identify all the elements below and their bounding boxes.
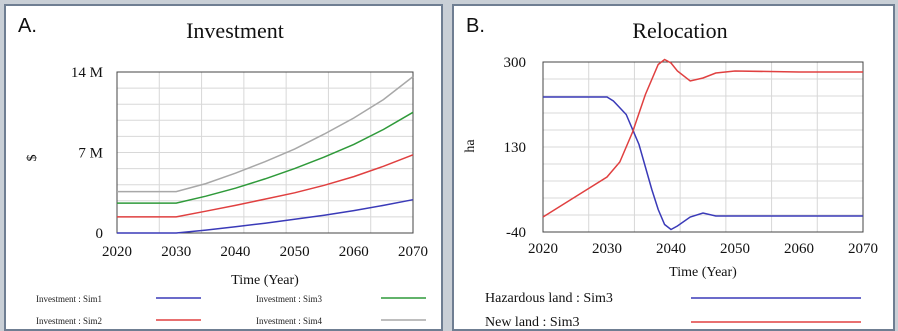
x-tick-label: 2070: [848, 241, 878, 257]
chart-title: Relocation: [632, 18, 727, 43]
legend-label: Investment : Sim1: [36, 294, 102, 304]
series-line: [117, 198, 414, 234]
series-line: [117, 111, 414, 204]
x-tick-label: 2020: [102, 244, 132, 260]
y-tick-label: 130: [504, 140, 527, 156]
x-tick-label: 2060: [784, 241, 814, 257]
x-tick-label: 2030: [161, 244, 191, 260]
legend-label: Investment : Sim3: [256, 294, 322, 304]
investment-chart: A. Investment 2020 2030 2040 2050 2060 2070 0 7…: [18, 15, 428, 326]
investment-panel: A. Investment 2020 2030 2040 2050 2060 2070 0 7…: [4, 4, 443, 331]
legend-label: Hazardous land : Sim3: [485, 291, 613, 306]
x-tick-label: 2050: [720, 241, 750, 257]
y-axis-label: ha: [463, 139, 478, 153]
series-line: [117, 76, 414, 193]
y-tick-label: 14 M: [71, 65, 103, 81]
legend-label: Investment : Sim2: [36, 316, 102, 326]
series-line: [542, 58, 863, 218]
y-tick-label: 0: [96, 226, 104, 242]
series-line: [543, 96, 863, 231]
x-tick-label: 2070: [398, 244, 428, 260]
panel-letter: A.: [18, 15, 37, 37]
y-tick-label: -40: [506, 225, 526, 241]
y-axis-label: $: [25, 155, 40, 162]
x-tick-label: 2050: [280, 244, 310, 260]
legend-label: New land : Sim3: [485, 315, 580, 330]
legend: Investment : Sim1 Investment : Sim2 Invest…: [36, 294, 426, 326]
x-axis-label: Time (Year): [669, 265, 737, 280]
relocation-chart: B. Relocation 2020 2030 2040 2050 2060 2070 -4…: [463, 15, 878, 330]
x-tick-label: 2020: [528, 241, 558, 257]
x-tick-label: 2030: [592, 241, 622, 257]
legend: Hazardous land : Sim3 New land : Sim3: [485, 291, 861, 330]
y-tick-label: 300: [504, 55, 527, 71]
x-tick-label: 2060: [339, 244, 369, 260]
x-tick-label: 2040: [656, 241, 686, 257]
plot-area: [116, 71, 414, 234]
panel-letter: B.: [466, 15, 485, 37]
series-line: [117, 154, 414, 218]
x-axis-label: Time (Year): [231, 273, 299, 288]
y-tick-label: 7 M: [78, 146, 103, 162]
legend-label: Investment : Sim4: [256, 316, 322, 326]
chart-title: Investment: [186, 18, 284, 43]
relocation-panel: B. Relocation 2020 2030 2040 2050 2060 2070 -4…: [452, 4, 895, 331]
plot-area: [542, 61, 864, 233]
x-tick-label: 2040: [220, 244, 250, 260]
